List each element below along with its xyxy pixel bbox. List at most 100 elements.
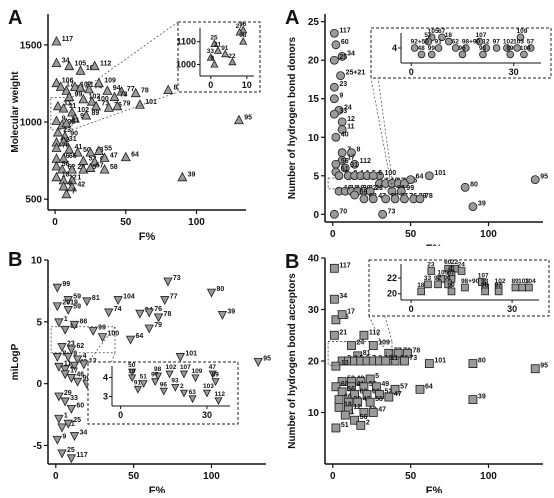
data-point-label: 73 xyxy=(120,91,128,98)
inset-data-point xyxy=(191,374,200,383)
data-point xyxy=(160,296,170,306)
inset-data-point xyxy=(434,280,442,289)
data-point xyxy=(390,194,400,204)
data-point xyxy=(103,102,114,112)
data-point-label: 18 xyxy=(62,172,70,179)
data-point-label: 64 xyxy=(131,152,139,159)
data-point xyxy=(93,145,104,155)
inset-data-point-label: 18 xyxy=(128,368,136,375)
data-point xyxy=(329,330,339,340)
inset-data-point-label: 99 xyxy=(428,45,436,52)
inset-data-point xyxy=(179,370,189,379)
data-point-label: 58 xyxy=(375,396,383,403)
data-point xyxy=(331,40,341,50)
inset-data-point-label: 12 xyxy=(482,39,490,46)
data-point-label: 9 xyxy=(62,115,66,122)
data-point-label: 39 xyxy=(188,172,196,179)
inset-data-point xyxy=(451,44,460,52)
data-point-label: 100 xyxy=(385,170,397,177)
data-point xyxy=(368,408,378,417)
y-tick-label: 10 xyxy=(31,256,43,267)
data-point xyxy=(104,308,114,318)
data-point-label: 5 xyxy=(375,373,379,380)
data-point-label: 2 xyxy=(366,419,370,426)
data-point xyxy=(58,103,69,113)
data-point xyxy=(63,353,73,362)
data-point xyxy=(54,318,64,328)
data-point xyxy=(85,162,96,172)
inset-data-point xyxy=(525,283,533,292)
inset-data-point xyxy=(526,44,535,52)
data-point-label: 78 xyxy=(425,193,433,200)
data-point-label: 9 xyxy=(62,433,66,440)
data-point xyxy=(334,395,344,405)
data-point xyxy=(530,175,540,185)
data-point xyxy=(353,397,363,407)
data-point-label: 109 xyxy=(378,340,390,347)
data-point xyxy=(93,77,104,88)
y-tick-label: -5 xyxy=(33,441,42,452)
data-point-label: 86 xyxy=(79,318,87,325)
data-point xyxy=(337,148,347,158)
inset-data-point xyxy=(516,33,525,42)
data-point-label: 95 xyxy=(263,355,271,362)
inset-data-point-label: 102 xyxy=(166,364,177,371)
data-point-label: 80 xyxy=(174,84,182,91)
data-point-label: 33 xyxy=(339,108,347,115)
x-tick-label: 50 xyxy=(128,471,140,482)
inset-data-point-label: 93 xyxy=(171,377,179,384)
data-point xyxy=(72,355,83,365)
x-tick-label: 0 xyxy=(52,217,58,228)
data-point-label: 107 xyxy=(80,81,92,88)
inset-data-point xyxy=(479,50,487,59)
x-tick-label: 100 xyxy=(480,229,497,240)
data-point xyxy=(99,164,110,174)
data-point xyxy=(51,35,62,46)
inset-data-point-label: 96 xyxy=(239,21,247,28)
data-point xyxy=(51,77,62,88)
data-point xyxy=(144,324,154,334)
data-point-label: 17 xyxy=(347,154,355,161)
data-point-label: 78 xyxy=(413,347,421,354)
data-point-label: 9 xyxy=(73,350,77,357)
inset-data-point xyxy=(492,44,501,52)
inset-data-point xyxy=(434,44,443,52)
inset-data-point xyxy=(438,33,446,42)
inset-data-point-label: 91 xyxy=(221,45,229,52)
data-point-label: 34 xyxy=(339,293,347,300)
data-point-label: 109 xyxy=(104,77,116,84)
inset-data-point xyxy=(506,50,515,59)
data-point-label: 47 xyxy=(378,407,386,414)
data-point xyxy=(63,419,73,429)
inset-data-point-label: 50 xyxy=(128,362,136,369)
y-tick-label: 15 xyxy=(308,94,320,105)
x-axis-label: F% xyxy=(426,485,443,493)
inset-data-point xyxy=(165,370,174,379)
data-point xyxy=(153,313,164,323)
data-point xyxy=(72,377,83,387)
data-point-label: 47 xyxy=(394,391,402,398)
data-point-label: 117 xyxy=(339,262,350,269)
data-point-label: 13 xyxy=(341,360,349,367)
data-point xyxy=(113,296,123,306)
inset-data-point xyxy=(159,387,168,396)
inset-data-point-label: 98 xyxy=(239,32,247,39)
panel-milogp: B 0 50 100 -5 0 5 10 F% miLogP 99 59 81 104 73 80 77 2019… xyxy=(0,246,277,497)
data-point-label: 40 xyxy=(341,131,349,138)
data-point-label: 60 xyxy=(76,402,84,409)
data-point-label: 101 xyxy=(434,170,446,177)
inset-data-point xyxy=(179,389,189,398)
data-point xyxy=(116,86,127,96)
inset-data-point xyxy=(417,287,425,296)
inset-data-point xyxy=(153,372,163,381)
data-point xyxy=(81,110,92,120)
inset-data-point xyxy=(213,46,223,54)
data-point xyxy=(78,164,89,174)
inset-data-point-label: 60 xyxy=(444,259,452,266)
x-tick-label: 0 xyxy=(53,471,59,482)
data-point-label: 79 xyxy=(123,101,131,108)
x-tick-label: 50 xyxy=(405,471,417,482)
data-point-label: 2019 xyxy=(62,300,78,307)
